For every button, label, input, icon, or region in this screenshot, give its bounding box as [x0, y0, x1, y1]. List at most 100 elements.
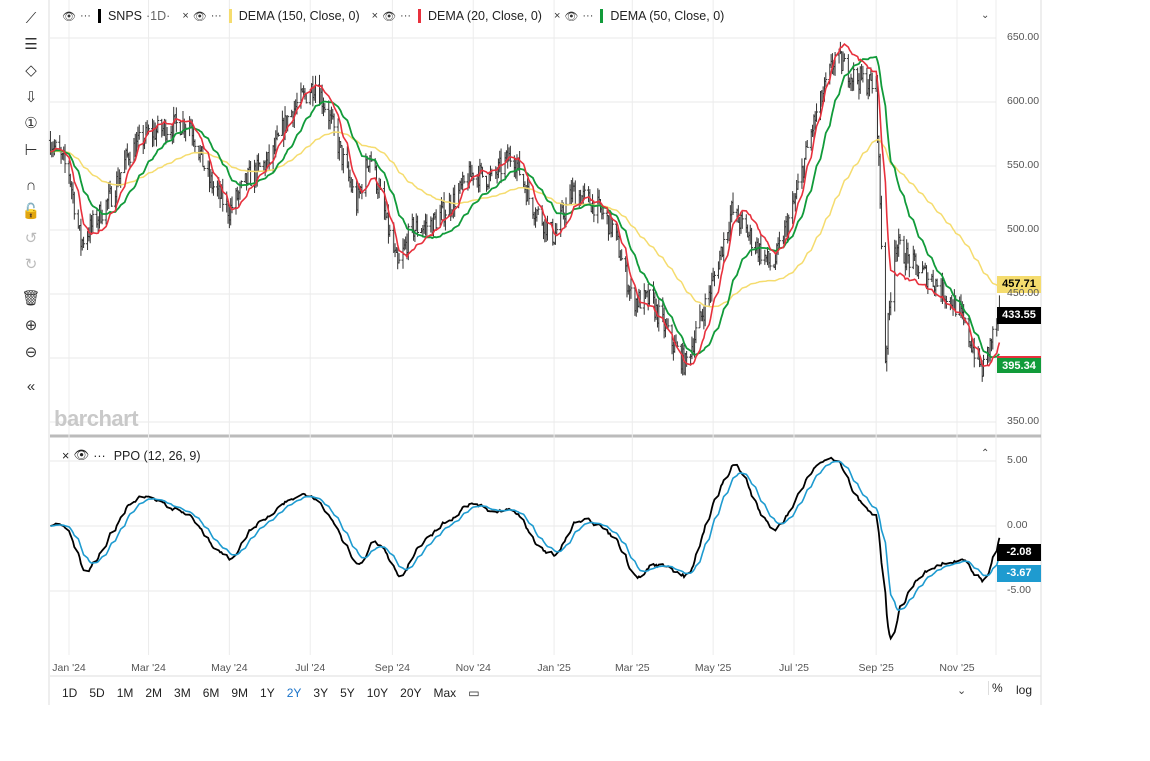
range-button-1d[interactable]: 1D [62, 686, 78, 700]
range-button-6m[interactable]: 6M [202, 686, 220, 700]
ohlc-bar [583, 183, 587, 199]
ohlc-bar [555, 223, 559, 235]
ohlc-bar [815, 103, 819, 122]
more-icon[interactable]: ··· [93, 448, 106, 463]
lock-icon[interactable]: 🔓 [21, 203, 41, 220]
more-icon[interactable]: ··· [400, 10, 412, 22]
price-swatch [97, 9, 101, 23]
ohlc-bar [642, 283, 646, 315]
more-icon[interactable]: ··· [210, 10, 222, 22]
shapes-icon[interactable]: ◇ [25, 62, 37, 79]
ohlc-bar [935, 278, 939, 288]
price-axis-label: 650.00 [1007, 31, 1040, 43]
ohlc-bar [777, 231, 781, 248]
eye-icon[interactable]: 👁 [62, 10, 76, 23]
ohlc-bar [883, 242, 887, 364]
range-button-20y[interactable]: 20Y [400, 686, 422, 700]
time-axis-label: Mar '24 [131, 662, 166, 674]
more-icon[interactable]: ··· [79, 10, 91, 22]
dema150-label[interactable]: DEMA (150, Close, 0) [238, 9, 360, 23]
chevron-up-icon[interactable]: ⌃ [981, 448, 990, 459]
fib-icon[interactable]: ☰ [24, 36, 38, 53]
percent-toggle[interactable]: % [988, 681, 1003, 695]
close-icon[interactable]: × [371, 10, 379, 22]
ohlc-bar [165, 127, 169, 142]
ohlc-bar [694, 320, 698, 344]
magnet-icon[interactable]: ∩ [25, 177, 37, 194]
trend-line-icon[interactable]: ⟋ [25, 10, 37, 27]
dema20-label[interactable]: DEMA (20, Close, 0) [428, 9, 542, 23]
ohlc-bar [740, 210, 744, 229]
time-axis-label: Jul '25 [778, 662, 809, 674]
range-button-10y[interactable]: 10Y [366, 686, 389, 700]
range-button-2y[interactable]: 2Y [286, 686, 302, 700]
eye-icon[interactable]: 👁 [382, 10, 397, 23]
trash-icon[interactable]: 🗑 [21, 290, 41, 307]
ohlc-bar [462, 175, 466, 184]
interval-label[interactable]: ·1D· [146, 9, 171, 23]
price-bars [48, 41, 1001, 382]
price-axis-label: 600.00 [1007, 95, 1040, 107]
ohlc-bar [351, 179, 355, 194]
range-button-1y[interactable]: 1Y [260, 686, 275, 700]
more-icon[interactable]: ··· [582, 10, 594, 22]
symbol-label[interactable]: SNPS [107, 9, 143, 23]
range-button-9m[interactable]: 9M [231, 686, 249, 700]
ohlc-bar [629, 278, 633, 299]
annotation-icon[interactable]: ① [24, 115, 38, 132]
chevron-down-icon[interactable]: ⌄ [957, 685, 967, 697]
ohlc-bar [768, 252, 772, 271]
ohlc-bar [416, 215, 420, 237]
close-icon[interactable]: × [182, 10, 189, 22]
ppo-axis-label: -5.00 [1007, 584, 1031, 596]
zoom-in-icon[interactable]: ⊕ [24, 317, 38, 334]
eye-icon[interactable]: 👁 [564, 10, 579, 23]
dema50-label[interactable]: DEMA (50, Close, 0) [610, 9, 725, 23]
ohlc-bar [703, 293, 707, 327]
log-toggle[interactable]: log [1016, 683, 1033, 697]
ohlc-bar [100, 209, 104, 225]
ohlc-bar [527, 180, 531, 205]
ohlc-bar [889, 292, 893, 316]
range-button-5y[interactable]: 5Y [340, 686, 355, 700]
chevron-down-icon[interactable]: ⌄ [981, 10, 990, 21]
ohlc-bar [211, 181, 215, 196]
ohlc-bar [369, 151, 373, 162]
ohlc-bar [109, 186, 113, 207]
range-button-5d[interactable]: 5D [89, 686, 105, 700]
calendar-icon[interactable]: ▭ [468, 686, 480, 700]
ppo-label[interactable]: PPO (12, 26, 9) [113, 448, 201, 463]
ohlc-bar [601, 206, 605, 220]
arrow-down-icon[interactable]: ⇩ [24, 89, 38, 106]
zoom-out-icon[interactable]: ⊖ [24, 344, 38, 361]
ohlc-bar [898, 234, 902, 245]
dema50-price-tag: 395.34 [997, 356, 1041, 373]
time-axis-label: Sep '24 [374, 662, 411, 674]
eye-icon[interactable]: 👁 [73, 448, 90, 462]
ohlc-bar [842, 53, 846, 62]
range-button-3y[interactable]: 3Y [313, 686, 329, 700]
ohlc-bar [648, 289, 652, 305]
ohlc-bar [72, 191, 76, 220]
ohlc-bar [388, 224, 392, 237]
close-icon[interactable]: × [553, 10, 561, 22]
ohlc-bar [824, 72, 828, 88]
range-button-3m[interactable]: 3M [174, 686, 191, 700]
eye-icon[interactable]: 👁 [192, 10, 207, 23]
collapse-icon[interactable]: « [26, 378, 36, 395]
ohlc-bar [731, 192, 735, 215]
measure-icon[interactable]: ⊢ [24, 142, 38, 159]
undo-icon[interactable]: ↺ [24, 230, 38, 247]
range-button-2m[interactable]: 2M [145, 686, 163, 700]
ohlc-bar [610, 217, 614, 238]
ohlc-bar [620, 249, 624, 261]
time-axis-label: Jul '24 [295, 662, 326, 674]
redo-icon[interactable]: ↻ [24, 256, 38, 273]
close-icon[interactable]: × [62, 448, 70, 463]
dema150-price-tag: 457.71 [997, 276, 1041, 293]
range-button-1m[interactable]: 1M [116, 686, 134, 700]
range-button-max[interactable]: Max [433, 686, 457, 700]
time-axis-label: Jan '25 [537, 662, 571, 674]
dema150-swatch [228, 9, 232, 23]
